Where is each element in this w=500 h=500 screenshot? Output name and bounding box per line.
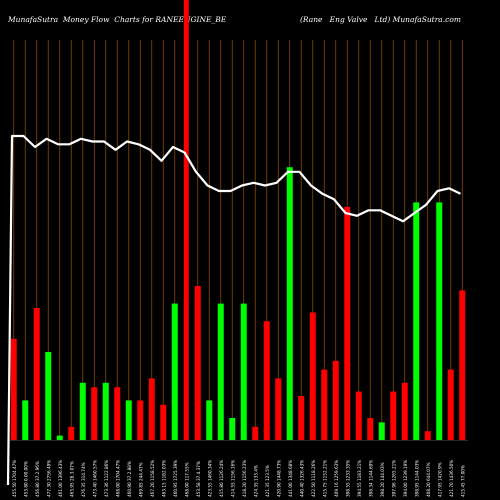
money-flow-bar-down bbox=[91, 387, 98, 440]
money-flow-bar-down bbox=[447, 369, 454, 440]
money-flow-bar-down bbox=[355, 391, 362, 440]
price-line bbox=[6, 134, 461, 486]
money-flow-bar-up bbox=[22, 400, 29, 440]
x-tick-label: 469.85 244.47% bbox=[138, 462, 143, 497]
money-flow-bar-down bbox=[401, 382, 408, 440]
money-flow-bar-down bbox=[424, 431, 431, 440]
x-tick-label: 394.55 1183.21% bbox=[357, 460, 362, 497]
money-flow-bar-up bbox=[436, 202, 443, 440]
money-flow-bars bbox=[10, 0, 466, 440]
x-tick-label: 477.30 2756.49% bbox=[46, 460, 51, 497]
x-tick-label: 415.45 77.00% bbox=[460, 465, 465, 497]
money-flow-bar-down bbox=[332, 360, 339, 440]
money-flow-bar-up bbox=[125, 400, 132, 440]
x-tick-label: 424.35 133.4% bbox=[253, 465, 258, 497]
x-tick-label: 420.90 1448.73% bbox=[276, 460, 281, 497]
x-tick-label: 463.15 1182.03% bbox=[161, 460, 166, 497]
money-flow-bar-down bbox=[68, 426, 75, 440]
money-flow-bar-up bbox=[206, 400, 213, 440]
money-flow-bar-up bbox=[413, 202, 420, 440]
money-flow-bar-down bbox=[309, 312, 316, 440]
money-flow-bar-up bbox=[286, 167, 293, 440]
x-tick-label: 422.50 1118.26% bbox=[311, 460, 316, 497]
x-tick-label: 461.00 1396.43% bbox=[58, 460, 63, 497]
x-tick-label: 476.35 314.74% bbox=[81, 462, 86, 497]
chart-header-left: MunafaSutra Money Flow Charts for RANEEN… bbox=[8, 15, 227, 24]
x-tick-label: 468.00 1704.47% bbox=[115, 460, 120, 497]
x-tick-label: 408.20 644.07% bbox=[426, 462, 431, 497]
money-flow-bar-down bbox=[183, 0, 189, 440]
money-flow-bar-down bbox=[298, 396, 305, 440]
chart-header-right: (Rane Eng Valve Ltd) MunafaSutra.com bbox=[300, 15, 461, 24]
x-tick-label: 455.50 1704.47% bbox=[12, 460, 17, 497]
grid-lines bbox=[8, 40, 468, 441]
x-tick-label: 415.75 1152.21% bbox=[322, 460, 327, 497]
x-tick-label: 423.55 1460.34% bbox=[207, 460, 212, 497]
money-flow-bar-down bbox=[367, 418, 374, 440]
x-tick-label: 468.00 117.55% bbox=[184, 462, 189, 497]
money-flow-bar-down bbox=[137, 400, 144, 440]
money-flow-bar-down bbox=[10, 338, 17, 440]
money-flow-bar-up bbox=[229, 418, 236, 440]
x-tick-label: 398.34 1144.69% bbox=[368, 460, 373, 497]
money-flow-bar-down bbox=[275, 378, 282, 440]
money-flow-bar-up bbox=[102, 382, 109, 440]
x-tick-label: 398.20 144.03% bbox=[380, 462, 385, 497]
x-tick-label: 473.36 1122.86% bbox=[104, 460, 109, 497]
x-tick-label: 394.00 1239.19% bbox=[403, 460, 408, 497]
x-tick-label: 441.00 1348.68% bbox=[288, 460, 293, 497]
money-flow-bar-down bbox=[321, 369, 328, 440]
money-flow-bar-down bbox=[33, 308, 40, 440]
x-tick-label: 397.96 1265.21% bbox=[391, 460, 396, 497]
money-flow-bar-up bbox=[56, 435, 63, 440]
x-tick-label: 460.90 37.2.88% bbox=[127, 461, 132, 497]
money-flow-bar-down bbox=[160, 404, 167, 440]
money-flow-bar-up bbox=[378, 422, 385, 440]
x-tick-label: 421.70 1436.50% bbox=[449, 460, 454, 497]
money-flow-bar-down bbox=[344, 206, 351, 440]
x-tick-label: 460.95 1725.39% bbox=[173, 460, 178, 497]
money-flow-bar-up bbox=[171, 303, 178, 440]
money-flow-bar-down bbox=[459, 290, 466, 440]
x-tick-label: 414.55 1156.16% bbox=[230, 460, 235, 497]
money-flow-bar-down bbox=[114, 387, 121, 440]
money-flow-bar-up bbox=[45, 352, 52, 440]
x-tick-label: 398.55 1233.35% bbox=[345, 460, 350, 497]
x-tick-label: 421.35 123.5% bbox=[265, 465, 270, 497]
money-flow-bar-up bbox=[79, 382, 86, 440]
x-tick-label: 417.95 1420.9% bbox=[437, 462, 442, 497]
x-tick-label: 398.95 1144.03% bbox=[414, 460, 419, 497]
x-tick-label: 456.80 37.2.96% bbox=[35, 461, 40, 497]
x-tick-label: 409.16 1259.63% bbox=[334, 460, 339, 497]
money-flow-bar-down bbox=[263, 321, 270, 440]
money-flow-bar-down bbox=[194, 286, 201, 440]
x-tick-label: 418.20 1156.23% bbox=[242, 460, 247, 497]
x-tick-label: 467.20 1158.52% bbox=[150, 460, 155, 497]
money-flow-bar-up bbox=[217, 303, 224, 440]
money-flow-bar-down bbox=[390, 391, 397, 440]
x-axis-labels: 455.50 1704.47% 453.80 0.00.00% 456.80 37.… bbox=[12, 460, 465, 497]
money-flow-bar-down bbox=[148, 378, 155, 440]
money-flow-bar-down bbox=[252, 426, 259, 440]
x-tick-label: 463.95 28.3.07% bbox=[69, 461, 74, 497]
x-tick-label: 473.40 1460.57% bbox=[92, 460, 97, 497]
money-flow-bar-up bbox=[240, 303, 247, 440]
x-tick-label: 453.80 0.00.00% bbox=[23, 461, 28, 497]
x-tick-label: 415.80 1126.24% bbox=[219, 460, 224, 497]
x-tick-label: 453.58 37.4.37% bbox=[196, 461, 201, 497]
price-line-layer bbox=[6, 134, 461, 486]
x-tick-label: 440.40 1326.43% bbox=[299, 460, 304, 497]
